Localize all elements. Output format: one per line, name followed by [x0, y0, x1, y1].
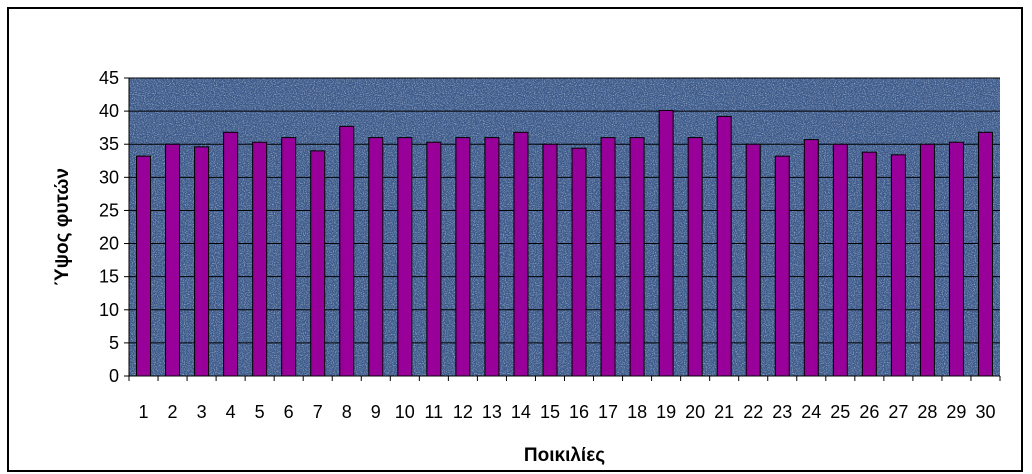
x-tick-label: 18 — [627, 402, 647, 422]
x-tick-label: 11 — [425, 402, 444, 422]
x-tick-label: 29 — [946, 402, 966, 422]
x-tick-label: 2 — [168, 402, 178, 422]
x-tick-label: 10 — [395, 402, 415, 422]
bar — [484, 137, 500, 377]
bar — [861, 151, 877, 377]
x-tick-labels: 1 2 3 4 5 6 7 8 9 10 11 12 13 14 15 16 17 18 19 20 21 22 23 24 2… — [139, 402, 996, 422]
bar — [513, 131, 529, 377]
x-tick-label: 27 — [888, 402, 908, 422]
gridlines — [129, 77, 1000, 344]
bar — [716, 115, 732, 377]
x-tick-label: 16 — [569, 402, 589, 422]
y-tick-label: 20 — [99, 234, 119, 254]
bar — [629, 137, 645, 377]
bar — [832, 143, 848, 377]
y-tick-label: 25 — [99, 200, 119, 220]
y-tick-label: 35 — [99, 134, 119, 154]
x-tick-label: 7 — [313, 402, 323, 422]
bar — [194, 146, 210, 377]
bar — [223, 131, 239, 377]
axes — [124, 77, 1001, 381]
bar — [658, 109, 674, 377]
x-tick-label: 8 — [342, 402, 352, 422]
y-tick-label: 0 — [109, 366, 119, 386]
bar — [600, 137, 616, 377]
x-tick-label: 6 — [284, 402, 294, 422]
bar — [310, 150, 326, 377]
y-tick-label: 15 — [99, 267, 119, 287]
x-tick-label: 15 — [540, 402, 560, 422]
x-axis-title: Ποικιλίες — [524, 445, 605, 466]
x-tick-label: 4 — [226, 402, 236, 422]
x-tick-label: 13 — [482, 402, 502, 422]
bar — [745, 143, 761, 377]
x-tick-label: 3 — [197, 402, 207, 422]
bar — [339, 125, 355, 377]
x-tick-label: 19 — [656, 402, 676, 422]
x-tick-label: 21 — [714, 402, 734, 422]
x-tick-label: 17 — [598, 402, 618, 422]
y-tick-label: 30 — [99, 167, 119, 187]
y-tick-label: 5 — [109, 333, 119, 353]
bar — [571, 147, 587, 377]
bar — [919, 143, 935, 377]
bar — [890, 154, 906, 377]
x-tick-label: 1 — [139, 402, 149, 422]
bar — [426, 141, 442, 377]
bar — [397, 137, 413, 377]
x-tick-label: 23 — [772, 402, 792, 422]
x-tick-label: 22 — [743, 402, 763, 422]
bar — [136, 155, 152, 377]
plot-area — [129, 78, 1000, 376]
bar — [687, 137, 703, 377]
x-tick-label: 20 — [685, 402, 705, 422]
y-tick-label: 10 — [99, 300, 119, 320]
y-tick-label: 45 — [99, 68, 119, 88]
x-tick-label: 14 — [511, 402, 531, 422]
x-tick-label: 9 — [371, 402, 381, 422]
bar — [252, 141, 268, 377]
bars — [136, 109, 993, 377]
y-tick-label: 40 — [99, 101, 119, 121]
x-tick-label: 28 — [917, 402, 937, 422]
x-tick-label: 26 — [859, 402, 879, 422]
plot-texture — [129, 78, 1000, 376]
bar — [977, 131, 993, 377]
bar — [542, 143, 558, 377]
bar — [165, 143, 181, 377]
bar — [281, 137, 297, 377]
x-tick-label: 5 — [255, 402, 265, 422]
x-tick-label: 25 — [830, 402, 850, 422]
x-tick-label: 24 — [801, 402, 821, 422]
y-tick-labels: 0 5 10 15 20 25 30 35 40 45 — [99, 68, 119, 386]
bar — [803, 139, 819, 377]
bar — [774, 155, 790, 377]
bar — [368, 137, 384, 377]
x-tick-label: 30 — [975, 402, 995, 422]
y-axis-title: Ύψος φυτών — [52, 168, 73, 286]
x-tick-label: 12 — [453, 402, 473, 422]
bar — [948, 141, 964, 377]
bar — [455, 137, 471, 377]
